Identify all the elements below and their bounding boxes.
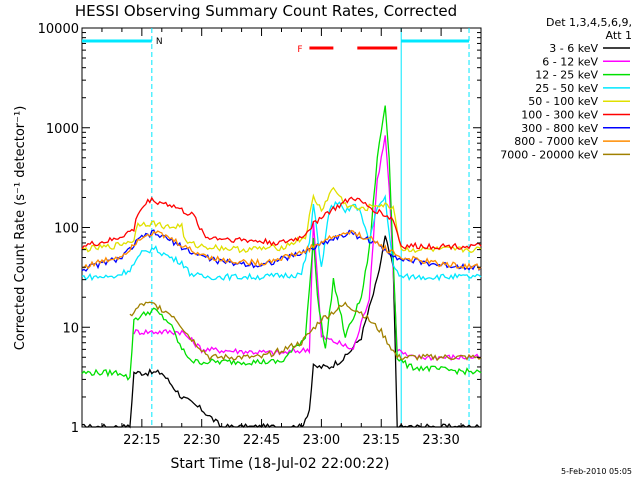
y-tick-label: 100: [54, 222, 79, 237]
annotation-layer: NF: [82, 28, 470, 427]
x-tick-label: 23:15: [363, 433, 400, 448]
chart-title: HESSI Observing Summary Count Rates, Cor…: [75, 2, 457, 20]
series-line-50-100-kev: [81, 186, 482, 254]
series-layer: [81, 105, 482, 429]
series-line-800-7000-kev: [81, 229, 482, 271]
x-tick-label: 22:45: [243, 433, 280, 448]
x-tick-label: 23:00: [303, 433, 340, 448]
legend-item-label: 100 - 300 keV: [521, 109, 598, 122]
legend-item-label: 7000 - 20000 keV: [500, 148, 598, 161]
legend-header-line-1: Det 1,3,4,5,6,9,: [546, 16, 632, 29]
y-tick-label: 10: [62, 321, 79, 336]
legend-item-label: 800 - 7000 keV: [514, 135, 598, 148]
legend-item-label: 300 - 800 keV: [521, 122, 598, 135]
series-line-6-12-kev: [133, 135, 482, 362]
legend-item-label: 6 - 12 keV: [542, 55, 598, 68]
x-axis-label: Start Time (18-Jul-02 22:00:22): [170, 456, 389, 472]
axis-layer: 1 10 100 1000 10000 22:15 22:30 22:45 23:00 23:15…: [38, 22, 482, 448]
x-tick-label: 22:30: [183, 433, 220, 448]
series-line-25-50-kev: [81, 194, 482, 282]
saa-label: N: [156, 37, 163, 47]
legend-item-label: 12 - 25 keV: [535, 69, 598, 82]
footer-date: 5-Feb-2010 05:05: [561, 467, 632, 476]
series-line-12-25-kev: [81, 105, 482, 381]
series-line-100-300-kev: [81, 196, 482, 251]
y-tick-label: 1000: [46, 122, 79, 137]
x-tick-label: 22:15: [123, 433, 160, 448]
legend-item-label: 3 - 6 keV: [549, 42, 598, 55]
x-tick-label: 23:30: [422, 433, 459, 448]
y-tick-label: 10000: [38, 22, 79, 37]
legend-item-label: 25 - 50 keV: [535, 82, 598, 95]
flare-label: F: [297, 45, 302, 55]
y-tick-label: 1: [71, 421, 79, 436]
legend-header-line-2: Att 1: [606, 29, 632, 42]
legend-item-label: 50 - 100 keV: [528, 95, 598, 108]
series-line-7000-20000-kev: [129, 301, 482, 362]
y-axis-label: Corrected Count Rate (s⁻¹ detector⁻¹): [13, 106, 28, 351]
